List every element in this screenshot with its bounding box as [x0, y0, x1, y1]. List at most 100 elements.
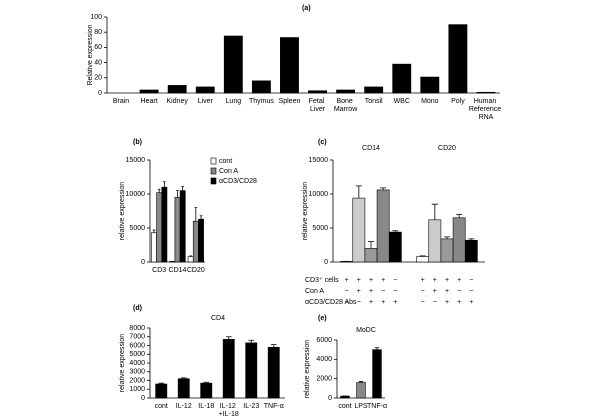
- condition-sign: +: [369, 299, 373, 306]
- condition-sign: +: [357, 288, 361, 295]
- error-bar: [367, 241, 375, 249]
- legend-label: cont: [219, 158, 232, 165]
- y-tick-label: 6000: [129, 342, 145, 349]
- bar: [420, 76, 440, 94]
- condition-sign: −: [393, 288, 397, 295]
- x-tick-label: Fetal Liver: [309, 98, 327, 113]
- condition-sign: −: [457, 288, 461, 295]
- bar: [139, 89, 159, 94]
- x-tick-label: CD3: [152, 267, 166, 274]
- bar: [428, 219, 442, 263]
- y-axis-label: Relative expression: [87, 24, 94, 85]
- error-bar: [158, 382, 165, 384]
- bar: [376, 189, 390, 263]
- y-tick-label: 8000: [129, 325, 145, 332]
- bar: [267, 346, 280, 399]
- chart-title: CD4: [211, 315, 225, 322]
- y-tick-label: 0: [324, 259, 328, 266]
- x-tick-label: CD14: [169, 267, 187, 274]
- condition-sign: +: [381, 299, 385, 306]
- y-tick-label: 5000: [129, 351, 145, 358]
- legend-label: αCD3/CD28: [219, 178, 257, 185]
- error-bar: [176, 190, 179, 198]
- y-tick-label: 40: [94, 59, 102, 66]
- error-bar: [419, 255, 426, 257]
- bar: [200, 382, 213, 399]
- x-tick-label: Brain: [113, 98, 129, 105]
- error-bar: [199, 215, 203, 220]
- x-tick-label: CD20: [187, 267, 205, 274]
- error-bar: [374, 347, 380, 350]
- y-tick-label: 10000: [126, 191, 146, 198]
- y-tick-label: 7000: [129, 334, 145, 341]
- bar: [174, 197, 181, 263]
- bar: [179, 190, 186, 263]
- condition-sign: −: [357, 299, 361, 306]
- bar: [352, 197, 366, 263]
- y-tick-label: 5000: [129, 225, 145, 232]
- y-tick-label: 3000: [129, 369, 145, 376]
- y-tick-label: 1000: [129, 386, 145, 393]
- panel-label: (d): [133, 305, 142, 312]
- panel-label: (c): [318, 139, 327, 146]
- y-tick-label: 4000: [129, 360, 145, 367]
- y-tick-label: 6000: [316, 337, 332, 344]
- condition-sign: −: [381, 288, 385, 295]
- error-bar: [225, 336, 232, 340]
- x-tick-label: IL-23: [243, 403, 259, 410]
- error-bar: [355, 185, 362, 199]
- x-tick-label: Tonsil: [365, 98, 383, 105]
- bar: [392, 63, 412, 94]
- y-tick-label: 15000: [309, 157, 329, 164]
- panel-label: (e): [318, 315, 327, 322]
- legend-label: Con A: [219, 168, 238, 175]
- y-tick-label: 0: [141, 395, 145, 402]
- y-tick-label: 0: [141, 259, 145, 266]
- legend-swatch: [210, 167, 217, 175]
- y-tick-label: 10000: [309, 191, 329, 198]
- x-tick-label: TNF-α: [367, 403, 387, 410]
- error-bar: [157, 188, 161, 193]
- bar: [195, 86, 215, 94]
- error-bar: [152, 229, 156, 233]
- y-tick-label: 100: [90, 14, 102, 21]
- condition-sign: −: [469, 288, 473, 295]
- y-tick-label: 0: [98, 90, 102, 97]
- bar: [187, 256, 194, 263]
- bar: [364, 248, 378, 263]
- y-axis-label: relative expression: [119, 182, 126, 240]
- error-bar: [270, 344, 277, 348]
- x-tick-label: IL-18: [198, 403, 214, 410]
- x-tick-label: Thymus: [249, 98, 274, 105]
- x-tick-label: IL-12: [176, 403, 192, 410]
- x-tick-label: LPS: [354, 403, 368, 410]
- bar: [251, 80, 271, 94]
- condition-sign: +: [445, 277, 449, 284]
- condition-sign: +: [469, 299, 473, 306]
- x-tick-label: Spleen: [279, 98, 301, 105]
- bar: [198, 218, 204, 263]
- y-tick-label: 2000: [129, 377, 145, 384]
- bar: [223, 35, 243, 94]
- bar: [167, 85, 187, 94]
- y-tick-label: 60: [94, 44, 102, 51]
- condition-label: CD3⁺ cells: [305, 277, 339, 284]
- error-bar: [248, 339, 255, 343]
- error-bar: [443, 236, 451, 239]
- error-bar: [392, 230, 399, 233]
- y-tick-label: 15000: [126, 157, 146, 164]
- condition-sign: +: [433, 288, 437, 295]
- panel-label: (a): [302, 5, 311, 12]
- chart-title: MoDC: [356, 327, 376, 334]
- bar: [245, 342, 258, 399]
- condition-sign: −: [469, 277, 473, 284]
- bar: [440, 238, 454, 263]
- y-tick-label: 80: [94, 29, 102, 36]
- bar: [308, 90, 327, 94]
- bar: [448, 24, 468, 94]
- condition-sign: +: [369, 277, 373, 284]
- error-bar: [468, 238, 475, 241]
- error-bar: [180, 377, 187, 379]
- condition-sign: +: [445, 288, 449, 295]
- bar: [476, 91, 496, 94]
